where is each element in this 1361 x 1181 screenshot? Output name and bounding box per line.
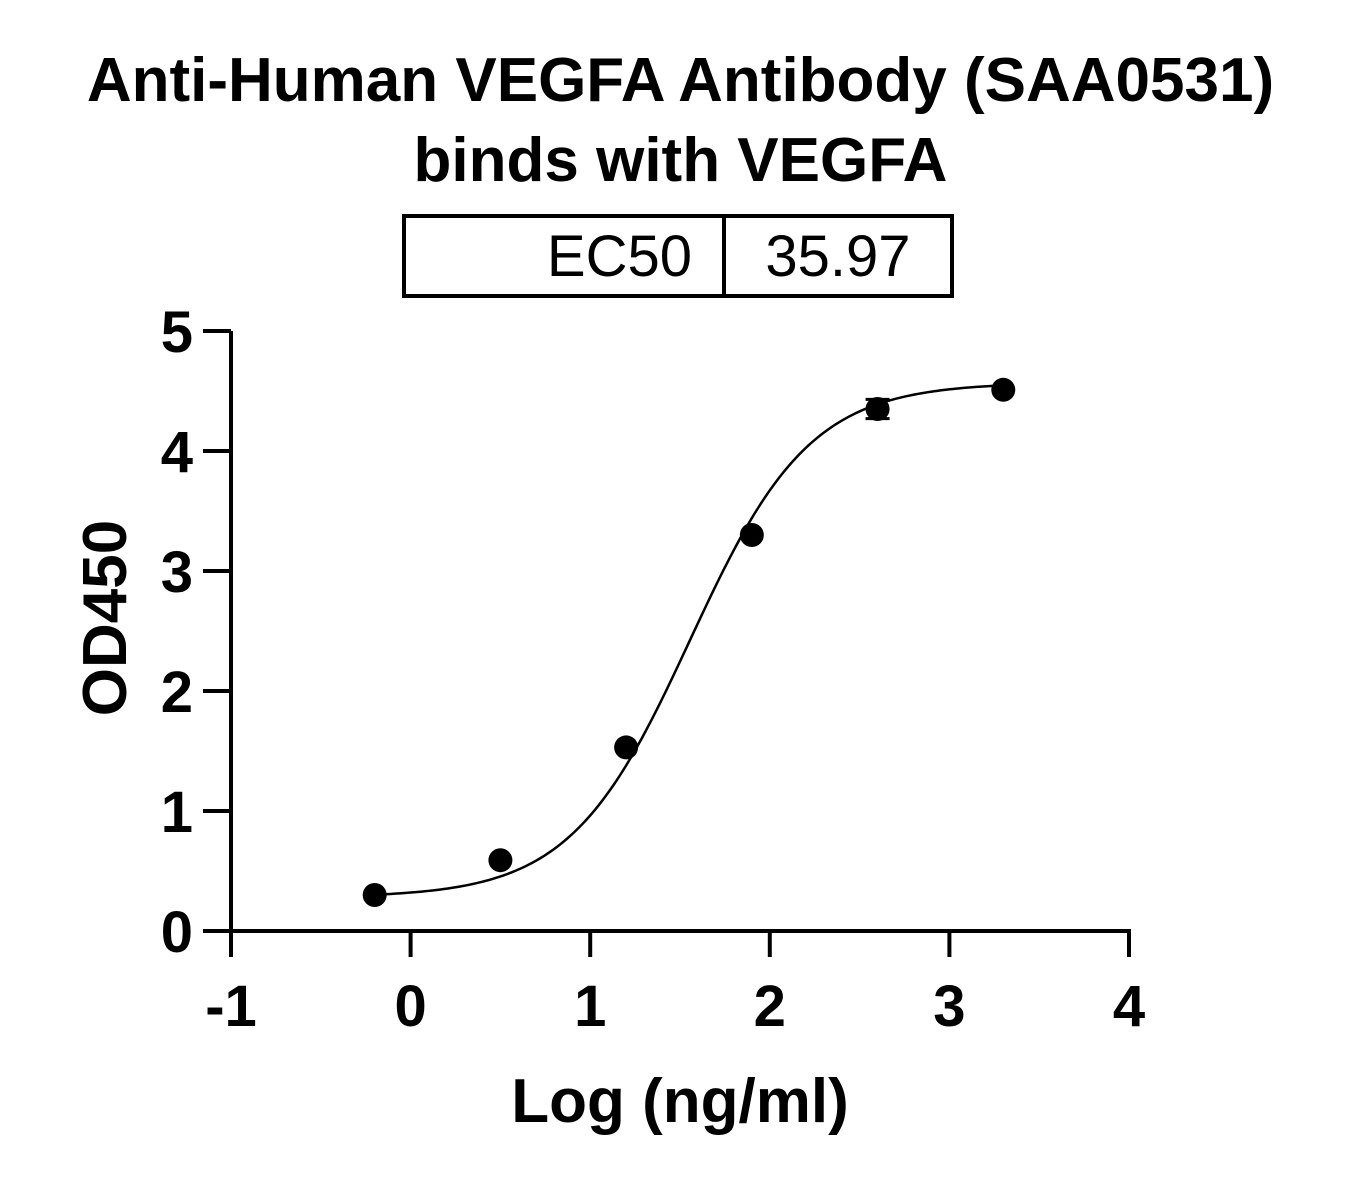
y-axis-title: OD450	[71, 520, 140, 716]
x-tick-label: 0	[394, 974, 426, 1039]
x-tick-label: 1	[574, 974, 606, 1039]
data-point	[614, 735, 639, 760]
y-tick-label: 2	[161, 660, 193, 725]
ec50-label: EC50	[406, 218, 726, 294]
data-point	[991, 377, 1016, 402]
ec50-value: 35.97	[765, 223, 911, 289]
data-point	[488, 848, 513, 873]
y-tick-label: 3	[161, 540, 193, 605]
x-tick-label: 3	[933, 974, 965, 1039]
data-points-layer	[362, 377, 1016, 907]
x-tick-label: 4	[1113, 974, 1145, 1039]
chart-title-line-2: binds with VEGFA	[413, 126, 948, 195]
fit-curve-layer	[374, 384, 1004, 896]
y-tick-label: 1	[161, 780, 193, 845]
x-tick-label: -1	[205, 974, 257, 1039]
y-tick-label: 0	[161, 900, 193, 965]
y-tick-label: 4	[161, 420, 193, 485]
x-tick-label: 2	[754, 974, 786, 1039]
x-axis-title: Log (ng/ml)	[511, 1067, 848, 1136]
data-point	[362, 883, 387, 907]
chart-title-line-1: Anti-Human VEGFA Antibody (SAA0531)	[86, 46, 1275, 115]
data-point	[865, 397, 890, 421]
fit-curve	[374, 384, 1004, 896]
data-point	[739, 523, 764, 547]
y-tick-label: 5	[161, 300, 193, 365]
ec50-table: EC50 35.97	[402, 214, 954, 298]
